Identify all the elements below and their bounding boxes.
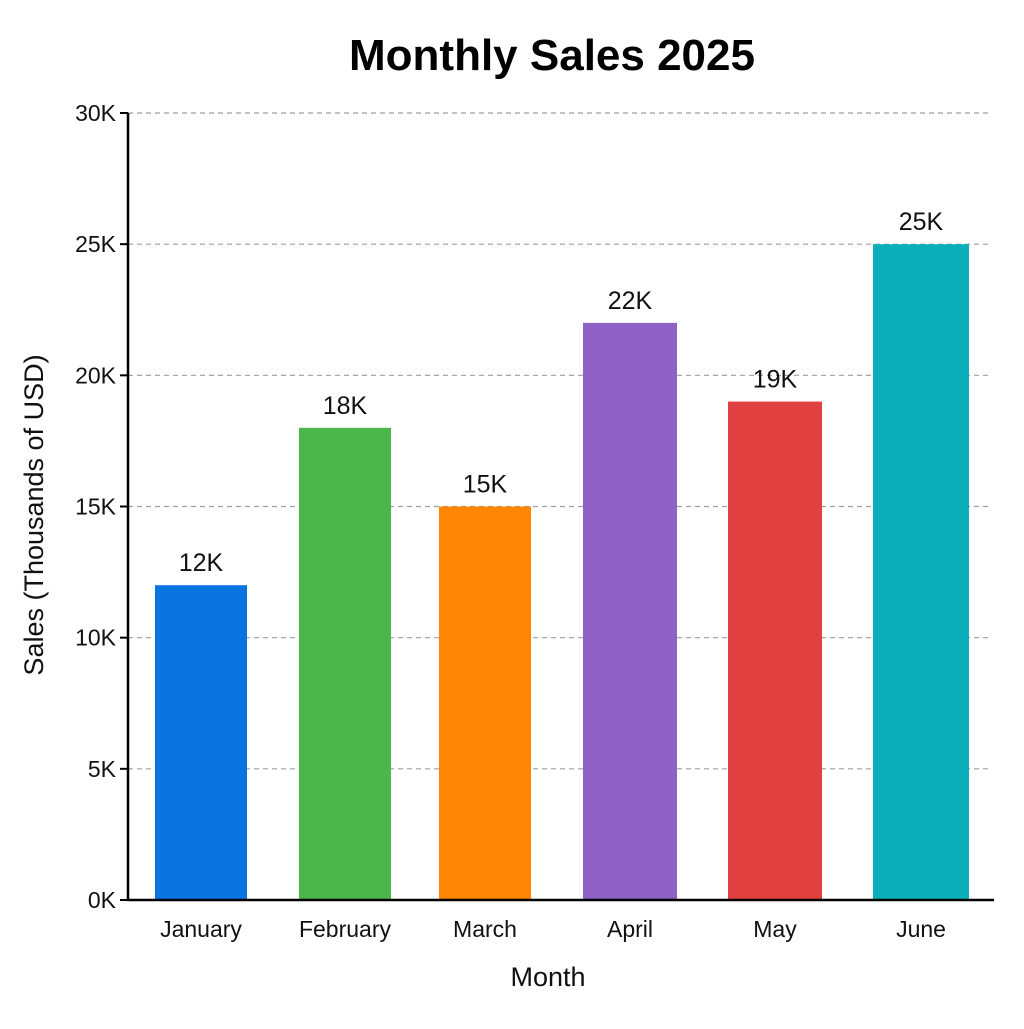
y-axis-ticks: 0K 5K 10K 15K 20K 25K 30K <box>75 100 128 913</box>
data-label: 19K <box>753 366 798 394</box>
bar-february <box>299 427 391 900</box>
y-tick-label: 25K <box>75 231 117 257</box>
y-tick-label: 10K <box>75 625 117 651</box>
y-tick-label: 0K <box>88 887 117 913</box>
x-category-label: June <box>896 916 946 942</box>
data-labels: 12K 18K 15K 22K 19K 25K <box>179 208 944 577</box>
gridlines <box>128 112 992 770</box>
x-category-label: January <box>160 916 242 942</box>
data-label: 22K <box>608 287 653 315</box>
x-category-label: May <box>753 916 797 942</box>
y-tick-label: 20K <box>75 362 117 388</box>
y-tick-label: 5K <box>88 756 117 782</box>
x-category-label: February <box>299 916 392 942</box>
bars <box>155 244 969 900</box>
y-tick-label: 15K <box>75 494 117 520</box>
bar-january <box>155 585 247 900</box>
x-axis-title: Month <box>510 962 585 992</box>
x-category-label: April <box>607 916 653 942</box>
x-category-label: March <box>453 916 517 942</box>
data-label: 25K <box>899 208 944 236</box>
data-label: 12K <box>179 549 224 577</box>
bar-march <box>439 506 531 900</box>
chart-title: Monthly Sales 2025 <box>349 31 755 80</box>
y-axis-title: Sales (Thousands of USD) <box>19 354 49 675</box>
bar-june <box>873 244 969 900</box>
data-label: 18K <box>323 392 368 420</box>
bar-may <box>728 401 822 900</box>
data-label: 15K <box>463 471 508 499</box>
y-tick-label: 30K <box>75 100 117 126</box>
bar-april <box>583 322 677 900</box>
x-axis-categories: January February March April May June <box>160 916 946 942</box>
